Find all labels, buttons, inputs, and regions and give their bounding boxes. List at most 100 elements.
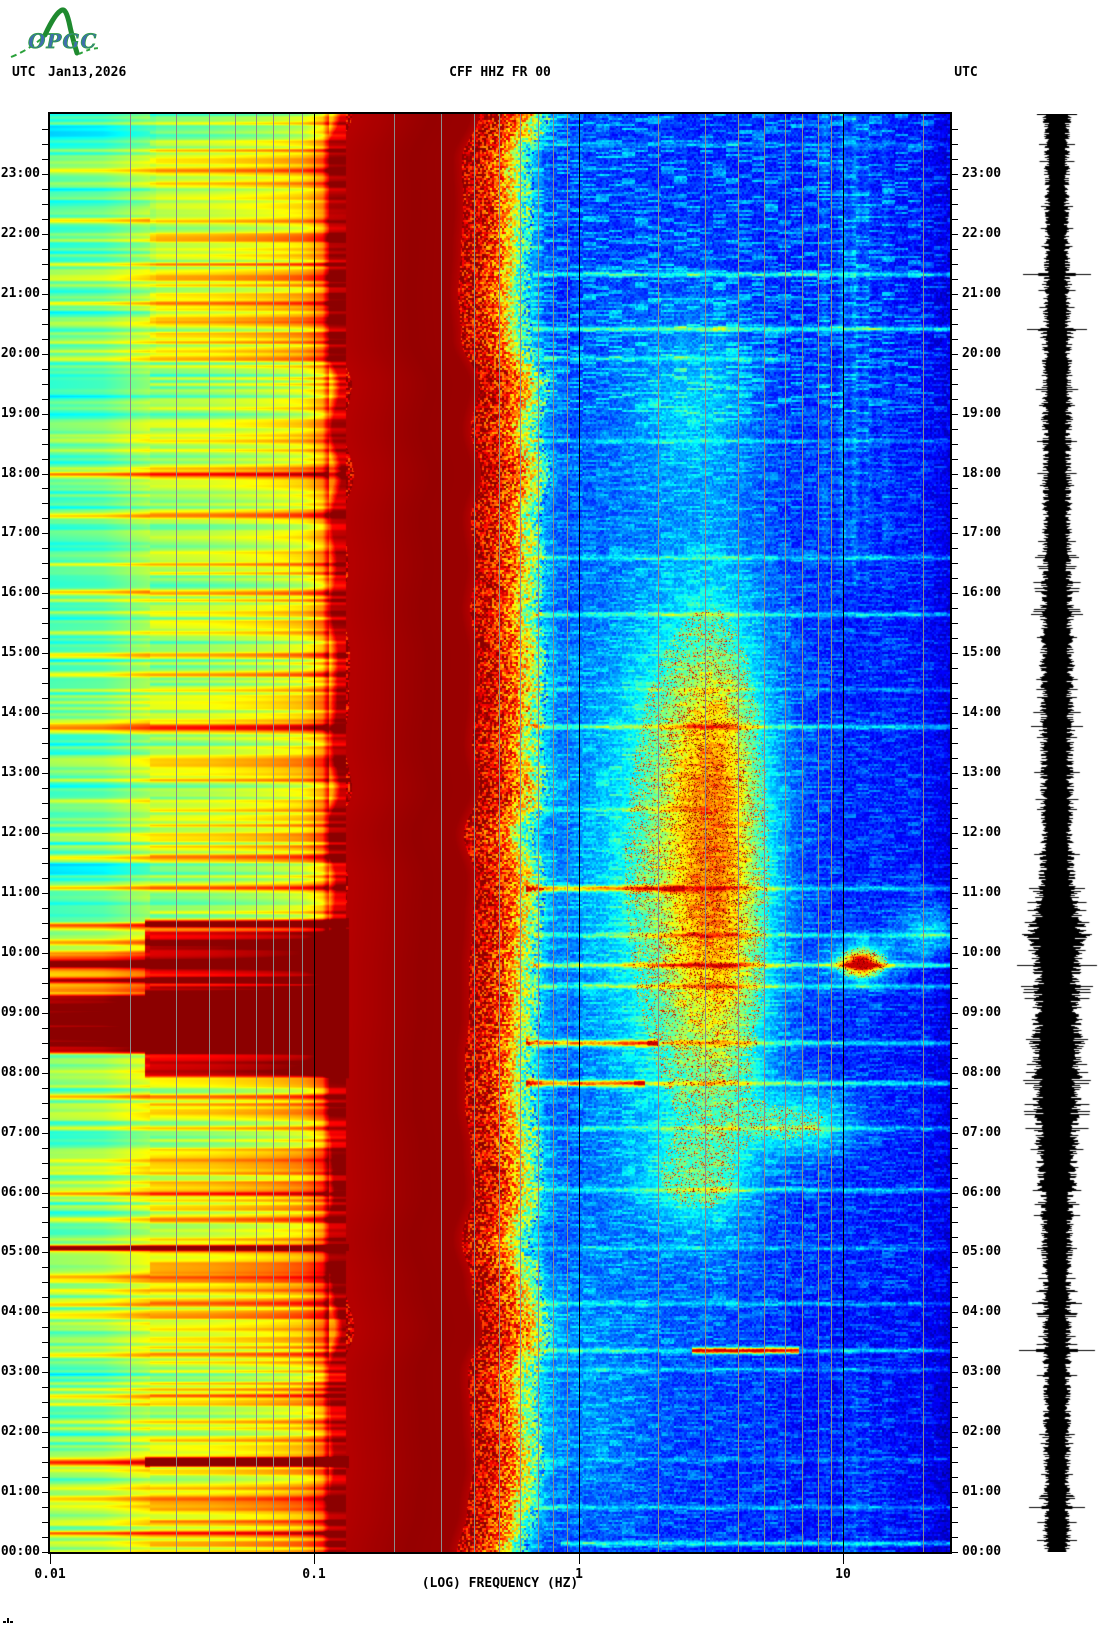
left-tick — [42, 938, 50, 939]
right-tick — [950, 474, 958, 475]
right-tick — [950, 264, 958, 265]
left-tick — [42, 1432, 50, 1433]
right-tick — [950, 548, 958, 549]
right-tick — [950, 1252, 958, 1253]
right-hour-label: 17:00 — [962, 525, 1002, 540]
right-tick — [950, 1552, 958, 1553]
left-tick — [42, 234, 50, 235]
left-hour-label: 03:00 — [0, 1364, 40, 1379]
left-tick — [42, 1447, 50, 1448]
left-tick — [42, 698, 50, 699]
right-hour-label: 20:00 — [962, 346, 1002, 361]
right-tick — [950, 1028, 958, 1029]
left-tick — [42, 309, 50, 310]
right-hour-label: 18:00 — [962, 466, 1002, 481]
gridline-minor — [256, 114, 257, 1552]
left-hour-label: 13:00 — [0, 765, 40, 780]
left-tick — [42, 1103, 50, 1104]
left-tick — [42, 1118, 50, 1119]
right-tick — [950, 638, 958, 639]
right-tick — [950, 204, 958, 205]
gridline-minor — [705, 114, 706, 1552]
right-tick — [950, 1267, 958, 1268]
gridline-decade — [843, 114, 844, 1552]
left-tick — [42, 638, 50, 639]
right-tick — [950, 923, 958, 924]
gridline-minor — [273, 114, 274, 1552]
right-tick — [950, 968, 958, 969]
gridline-minor — [658, 114, 659, 1552]
right-tick — [950, 1043, 958, 1044]
right-tick — [950, 653, 958, 654]
left-tick — [42, 593, 50, 594]
right-tick — [950, 369, 958, 370]
right-hour-label: 13:00 — [962, 765, 1002, 780]
right-tick — [950, 878, 958, 879]
left-tick — [42, 1193, 50, 1194]
right-tick — [950, 758, 958, 759]
left-hour-label: 08:00 — [0, 1065, 40, 1080]
right-tick — [950, 1148, 958, 1149]
right-tick — [950, 1537, 958, 1538]
right-tick — [950, 1088, 958, 1089]
right-tick — [950, 488, 958, 489]
left-hour-label: 09:00 — [0, 1005, 40, 1020]
right-tick — [950, 249, 958, 250]
left-hour-label: 10:00 — [0, 945, 40, 960]
left-tick — [42, 369, 50, 370]
gridline-minor — [302, 114, 303, 1552]
right-tick — [950, 788, 958, 789]
right-tick — [950, 863, 958, 864]
right-hour-label: 14:00 — [962, 705, 1002, 720]
gridline-minor — [738, 114, 739, 1552]
left-tick — [42, 743, 50, 744]
corner-mark — [3, 1618, 13, 1623]
left-tick — [42, 1282, 50, 1283]
plot-frame — [48, 112, 952, 1554]
gridline-minor — [764, 114, 765, 1552]
right-hour-label: 06:00 — [962, 1185, 1002, 1200]
right-hour-label: 12:00 — [962, 825, 1002, 840]
right-hour-label: 05:00 — [962, 1244, 1002, 1259]
left-hour-label: 04:00 — [0, 1304, 40, 1319]
right-tick — [950, 593, 958, 594]
right-tick — [950, 174, 958, 175]
right-tick — [950, 743, 958, 744]
gridline-minor — [209, 114, 210, 1552]
left-tick — [42, 788, 50, 789]
right-tick — [950, 1013, 958, 1014]
x-axis-tick-label: 0.01 — [34, 1567, 66, 1582]
right-tick — [950, 1178, 958, 1179]
left-hour-label: 20:00 — [0, 346, 40, 361]
left-tick — [42, 773, 50, 774]
right-tick — [950, 324, 958, 325]
left-tick — [42, 1552, 50, 1553]
logo-dash-right — [78, 47, 102, 55]
left-tick — [42, 144, 50, 145]
logo-peak — [42, 7, 80, 56]
gridline-decade — [314, 114, 315, 1552]
left-tick — [42, 414, 50, 415]
left-tick — [42, 1492, 50, 1493]
right-tick — [950, 833, 958, 834]
left-tick — [42, 1462, 50, 1463]
right-hour-label: 19:00 — [962, 406, 1002, 421]
left-hour-label: 12:00 — [0, 825, 40, 840]
right-tick — [950, 773, 958, 774]
gridline-minor — [831, 114, 832, 1552]
gridline-minor — [567, 114, 568, 1552]
right-tick — [950, 1462, 958, 1463]
right-tick — [950, 429, 958, 430]
left-hour-label: 14:00 — [0, 705, 40, 720]
gridline-minor — [818, 114, 819, 1552]
right-hour-label: 21:00 — [962, 286, 1002, 301]
right-hour-label: 03:00 — [962, 1364, 1002, 1379]
right-tick — [950, 444, 958, 445]
right-tick — [950, 399, 958, 400]
right-tick — [950, 1492, 958, 1493]
right-tick — [950, 1417, 958, 1418]
left-tick — [42, 1327, 50, 1328]
left-tick — [42, 384, 50, 385]
right-hour-label: 23:00 — [962, 166, 1002, 181]
